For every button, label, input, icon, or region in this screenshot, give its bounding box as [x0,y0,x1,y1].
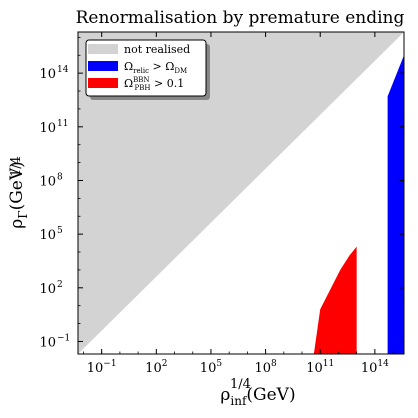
x-axis-label-sup: 1/4 [230,377,251,392]
legend-label: not realised [124,43,190,56]
y-tick-label: 1014 [39,65,68,82]
x-tick-label: 102 [145,359,167,376]
x-tick-label: 1011 [306,359,334,376]
y-axis-label: ρΓ(GeV) [7,161,30,229]
x-axis-label: ρinf(GeV) [220,385,295,408]
x-tick-label: 108 [254,359,277,376]
plot-area [77,31,405,355]
region-not-realised [78,32,404,354]
y-tick-label: 105 [39,226,63,243]
legend-swatch [88,44,118,54]
chart-title: Renormalisation by premature ending [76,8,405,28]
y-axis-label-sup: 1/4 [9,156,24,177]
y-tick-label: 102 [39,280,62,297]
legend-label: ΩBBN PBH > 0.1 [124,76,184,92]
y-tick-label: 10−1 [39,333,70,350]
x-tick-label: 1014 [361,359,389,376]
region-pbh-bbn [313,246,357,354]
y-tick-label: 1011 [39,119,68,136]
legend-swatch [88,78,118,88]
x-tick-label: 10−1 [87,359,117,376]
legend-swatch [88,61,118,71]
x-tick-label: 105 [200,359,223,376]
region-relic-overabundance [387,55,404,354]
plot-frame [77,31,405,355]
y-tick-label: 108 [39,172,63,189]
